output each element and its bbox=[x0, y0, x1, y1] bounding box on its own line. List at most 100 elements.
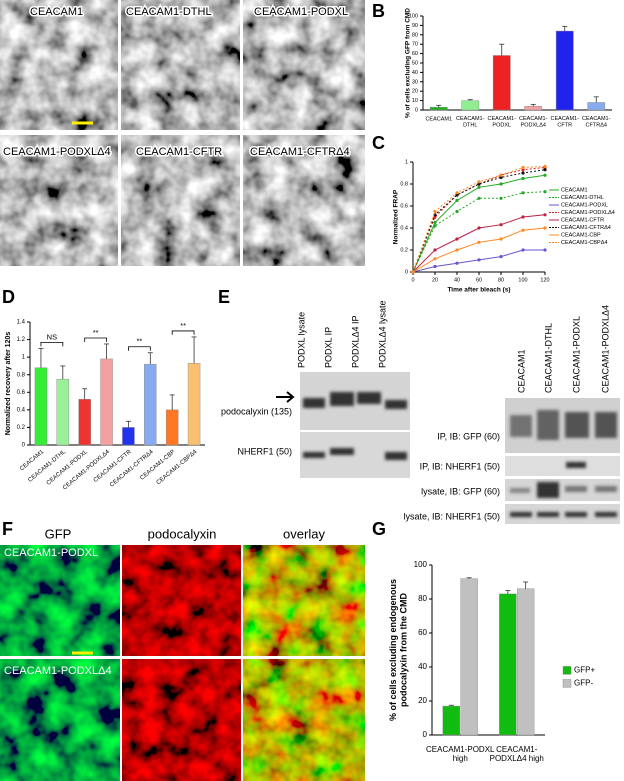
micrograph bbox=[243, 135, 365, 266]
x-tick-label: CEACAM1-CFTRΔ4 bbox=[582, 116, 611, 128]
y-tick-label: 1 bbox=[405, 159, 408, 165]
y-tick-label: 40 bbox=[418, 662, 427, 671]
column-label: GFP bbox=[45, 526, 72, 541]
panel-label: E bbox=[218, 287, 230, 307]
point bbox=[499, 223, 503, 227]
row-label: IP, IB: GFP (60) bbox=[437, 431, 500, 441]
significance-label: ** bbox=[93, 328, 99, 337]
image-label: CEACAM1-DTHL bbox=[126, 6, 212, 18]
y-tick-label: 60 bbox=[412, 51, 418, 57]
point bbox=[521, 165, 525, 170]
y-tick-label: 10 bbox=[412, 98, 418, 104]
legend-label: CEACAM1-PODXLΔ4 bbox=[561, 210, 615, 216]
point bbox=[477, 226, 481, 230]
image-label: CEACAM1-PODXL bbox=[4, 547, 98, 559]
micrograph bbox=[243, 0, 365, 130]
y-tick-label: 40 bbox=[412, 70, 418, 76]
blot bbox=[505, 456, 620, 476]
micrograph bbox=[243, 545, 365, 656]
legend-label: CEACAM1-CBP bbox=[561, 232, 601, 238]
y-tick-label: 0.2 bbox=[17, 425, 26, 431]
point bbox=[543, 213, 547, 217]
point bbox=[433, 215, 437, 219]
legend-swatch bbox=[562, 679, 572, 688]
micrograph bbox=[0, 0, 118, 130]
x-tick-label: 40 bbox=[454, 277, 460, 283]
bar bbox=[187, 363, 201, 446]
y-axis-title: Normalized FRAP bbox=[393, 189, 400, 244]
y-tick-label: 0.8 bbox=[400, 181, 408, 187]
point bbox=[521, 215, 525, 219]
y-tick-label: 30 bbox=[412, 79, 418, 85]
bar bbox=[442, 705, 461, 736]
panel-label: F bbox=[2, 519, 13, 539]
micrograph bbox=[122, 659, 241, 781]
panel-label: D bbox=[2, 287, 15, 307]
x-tick-label: CEACAM1-CFTR bbox=[551, 116, 580, 128]
legend-label: GFP- bbox=[574, 679, 593, 688]
lane-label: CEACAM1-PODXL bbox=[571, 316, 581, 393]
x-tick-label: CEACAM1 bbox=[425, 116, 452, 122]
bar bbox=[429, 106, 448, 111]
y-tick-label: 0 bbox=[423, 730, 428, 739]
column-label: podocalyxin bbox=[148, 526, 217, 541]
bar bbox=[461, 100, 480, 111]
y-axis-title: Normalized recovery after 120s bbox=[5, 332, 12, 436]
significance-label: NS bbox=[47, 332, 57, 341]
point bbox=[499, 175, 503, 179]
panel-label: C bbox=[372, 133, 385, 153]
lane-label: CEACAM1-PODXLΔ4 bbox=[600, 305, 610, 393]
significance-bracket bbox=[40, 341, 64, 347]
x-tick-label: 100 bbox=[518, 277, 527, 283]
legend-label: CEACAM1-CFTRΔ4 bbox=[561, 225, 611, 231]
arrow bbox=[276, 391, 295, 403]
row-label: NHERF1 (50) bbox=[237, 446, 292, 456]
significance-bracket bbox=[128, 346, 151, 351]
lane-label: CEACAM1-DTHL bbox=[543, 323, 553, 393]
significance-label: ** bbox=[180, 321, 186, 330]
point bbox=[499, 173, 503, 177]
image-label: CEACAM1-PODXLΔ4 bbox=[4, 665, 112, 677]
micrograph bbox=[121, 135, 240, 266]
y-tick-label: 70 bbox=[412, 42, 418, 48]
point bbox=[477, 185, 481, 189]
point bbox=[433, 248, 437, 252]
x-tick-label: CEACAM1-CBPΔ4 bbox=[156, 449, 199, 487]
x-tick-label: CEACAM1-PODXL high bbox=[426, 745, 495, 763]
bands bbox=[510, 410, 617, 517]
panel-label: G bbox=[372, 519, 386, 539]
point bbox=[477, 196, 481, 200]
y-tick-label: 1.2 bbox=[17, 337, 26, 343]
image-label: CEACAM1-CFTR bbox=[136, 146, 222, 158]
bar bbox=[499, 593, 517, 736]
point bbox=[455, 248, 459, 252]
point bbox=[543, 168, 547, 172]
lane-label: PODXL lysate bbox=[296, 312, 306, 368]
legend-label: CEACAM1 bbox=[561, 187, 588, 193]
y-tick-label: 0.6 bbox=[400, 203, 408, 209]
y-axis-title: % of cells excluding GFP from CMD bbox=[405, 8, 412, 118]
bar bbox=[460, 578, 478, 736]
micrograph bbox=[0, 545, 120, 656]
lane-label: CEACAM1 bbox=[516, 349, 526, 393]
x-tick-label: 80 bbox=[498, 277, 504, 283]
point bbox=[499, 255, 503, 259]
point bbox=[499, 196, 503, 200]
image-label: CEACAM1 bbox=[30, 6, 83, 18]
y-tick-label: 1.4 bbox=[17, 320, 26, 326]
y-tick-label: 0.4 bbox=[17, 407, 26, 413]
y-tick-label: 90 bbox=[412, 23, 418, 29]
x-tick-label: CEACAM1-DTHL bbox=[27, 449, 67, 484]
row-label: podocalyxin (135) bbox=[221, 406, 292, 416]
point bbox=[433, 257, 437, 261]
point bbox=[521, 228, 525, 232]
y-tick-label: 60 bbox=[418, 628, 427, 637]
x-tick-label: 20 bbox=[432, 277, 438, 283]
x-tick-label: 0 bbox=[411, 277, 414, 283]
y-tick-label: 0 bbox=[22, 443, 26, 449]
point bbox=[521, 171, 525, 175]
legend-swatch bbox=[562, 666, 572, 675]
x-tick-label: 60 bbox=[476, 277, 482, 283]
significance-bracket bbox=[171, 330, 195, 335]
micrograph bbox=[243, 659, 365, 781]
